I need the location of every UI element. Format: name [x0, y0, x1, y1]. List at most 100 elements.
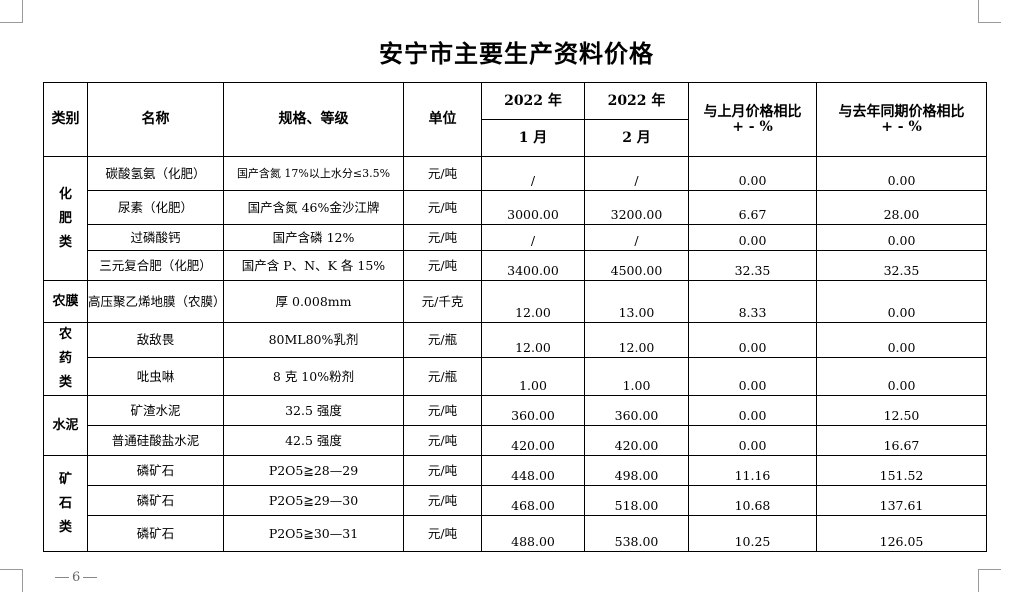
header-year-1: 2022 年: [481, 82, 585, 120]
item-unit: 元/吨: [403, 425, 482, 456]
item-name: 碳酸氢氨（化肥）: [87, 156, 224, 191]
item-unit: 元/吨: [403, 190, 482, 225]
pct-yoy: 0.00: [816, 322, 987, 358]
page-corner-mark: [0, 0, 23, 23]
category-fertilizer: 化 肥 类: [43, 156, 88, 281]
header-mom-label: 与上月价格相比: [703, 103, 802, 120]
item-spec: P2O5≧28—29: [223, 455, 404, 486]
category-char: 石: [58, 495, 72, 511]
item-unit: 元/吨: [403, 485, 482, 516]
category-cement: 水泥: [43, 395, 88, 456]
pct-mom: 6.67: [688, 190, 817, 225]
pct-mom: 0.00: [688, 156, 817, 191]
pct-yoy: 151.52: [816, 455, 987, 486]
table-row: 磷矿石 P2O5≧29—30 元/吨 468.00 518.00 10.68 1…: [44, 485, 987, 516]
page-corner-mark: [0, 569, 23, 592]
pct-yoy: 32.35: [816, 250, 987, 281]
item-name: 过磷酸钙: [87, 224, 224, 251]
price-jan: 488.00: [481, 515, 585, 552]
table-row: 过磷酸钙 国产含磷 12% 元/吨 / / 0.00 0.00: [44, 224, 987, 251]
pct-yoy: 0.00: [816, 280, 987, 323]
pct-yoy: 28.00: [816, 190, 987, 225]
category-char: 类: [58, 234, 72, 250]
header-name: 名称: [87, 82, 224, 157]
pct-yoy: 12.50: [816, 395, 987, 426]
price-feb: 4500.00: [584, 250, 689, 281]
price-feb: 498.00: [584, 455, 689, 486]
item-name: 三元复合肥（化肥）: [87, 250, 224, 281]
table-row: 三元复合肥（化肥） 国产含 P、N、K 各 15% 元/吨 3400.00 45…: [44, 250, 987, 281]
pct-mom: 8.33: [688, 280, 817, 323]
price-jan: 3400.00: [481, 250, 585, 281]
pct-yoy: 126.05: [816, 515, 987, 552]
category-film: 农膜: [43, 280, 88, 323]
category-char: 类: [58, 519, 72, 535]
category-char: 农: [58, 327, 72, 342]
pct-yoy: 16.67: [816, 425, 987, 456]
table-row: 水泥 矿渣水泥 32.5 强度 元/吨 360.00 360.00 0.00 1…: [43, 395, 987, 456]
table-row: 农膜 高压聚乙烯地膜（农膜） 厚 0.008mm 元/千克 12.00 13.0…: [43, 280, 987, 323]
item-unit: 元/瓶: [403, 322, 482, 358]
page-corner-mark: [978, 569, 1001, 592]
item-spec: 国产含磷 12%: [223, 224, 404, 251]
price-jan: 1.00: [481, 356, 585, 397]
price-feb: /: [584, 156, 689, 191]
item-name: 磷矿石: [87, 485, 224, 516]
pct-mom: 0.00: [688, 224, 817, 251]
header-row: 类别 名称 规格、等级 单位 2022 年 2022 年 与上月价格相比 + -…: [43, 82, 987, 157]
item-spec: P2O5≧29—30: [223, 485, 404, 516]
header-row: 1 月 2 月: [44, 119, 987, 157]
category-char: 肥: [58, 210, 72, 226]
page-title: 安宁市主要生产资料价格: [379, 39, 654, 68]
item-name: 尿素（化肥）: [87, 190, 224, 225]
page-number: 6: [52, 570, 100, 585]
category-char: 化: [58, 186, 72, 202]
pct-mom: 0.00: [688, 425, 817, 456]
table-row: 吡虫啉 8 克 10%粉剂 元/瓶 1.00 1.00 0.00 0.00: [44, 356, 987, 397]
table-row: 磷矿石 P2O5≧30—31 元/吨 488.00 538.00 10.25 1…: [44, 515, 987, 552]
item-spec: 80ML80%乳剂: [223, 322, 404, 358]
price-jan: /: [481, 156, 585, 191]
item-name: 矿渣水泥: [87, 395, 224, 426]
category-pesticide: 农 药 类: [43, 322, 88, 396]
item-unit: 元/吨: [403, 156, 482, 191]
item-spec: 国产含氮 17%以上水分≤3.5%: [223, 156, 404, 191]
header-yoy-pct: + - %: [881, 118, 922, 135]
table-row: 农 药 类 敌敌畏 80ML80%乳剂 元/瓶 12.00 12.00 0.00…: [43, 322, 987, 396]
item-unit: 元/吨: [403, 455, 482, 486]
header-month-2: 2 月: [584, 119, 689, 157]
item-spec: 32.5 强度: [223, 395, 404, 426]
item-unit: 元/吨: [403, 250, 482, 281]
header-mom-pct: + - %: [732, 118, 773, 135]
category-char: 药: [58, 351, 72, 366]
pct-yoy: 0.00: [816, 224, 987, 251]
pct-yoy: 137.61: [816, 485, 987, 516]
item-spec: 厚 0.008mm: [223, 280, 404, 323]
price-jan: 3000.00: [481, 190, 585, 225]
header-mom: 与上月价格相比 + - %: [688, 82, 817, 157]
pct-mom: 0.00: [688, 322, 817, 358]
table-row: 普通硅酸盐水泥 42.5 强度 元/吨 420.00 420.00 0.00 1…: [44, 425, 987, 456]
pct-yoy: 0.00: [816, 356, 987, 397]
item-unit: 元/吨: [403, 515, 482, 552]
price-feb: 1.00: [584, 356, 689, 397]
item-name: 磷矿石: [87, 515, 224, 552]
category-ore: 矿 石 类: [43, 455, 88, 552]
pct-yoy: 0.00: [816, 156, 987, 191]
price-feb: 3200.00: [584, 190, 689, 225]
pct-mom: 32.35: [688, 250, 817, 281]
price-feb: /: [584, 224, 689, 251]
price-feb: 360.00: [584, 395, 689, 426]
item-spec: P2O5≧30—31: [223, 515, 404, 552]
pct-mom: 10.25: [688, 515, 817, 552]
item-name: 吡虫啉: [87, 356, 224, 397]
table-row: 矿 石 类 磷矿石 P2O5≧28—29 元/吨 448.00 498.00 1…: [43, 455, 987, 552]
item-unit: 元/千克: [403, 280, 482, 323]
pct-mom: 0.00: [688, 395, 817, 426]
price-jan: 468.00: [481, 485, 585, 516]
price-jan: 12.00: [481, 280, 585, 323]
table-row: 化 肥 类 碳酸氢氨（化肥） 国产含氮 17%以上水分≤3.5% 元/吨 / /…: [43, 156, 987, 281]
pct-mom: 11.16: [688, 455, 817, 486]
price-jan: /: [481, 224, 585, 251]
pct-mom: 10.68: [688, 485, 817, 516]
